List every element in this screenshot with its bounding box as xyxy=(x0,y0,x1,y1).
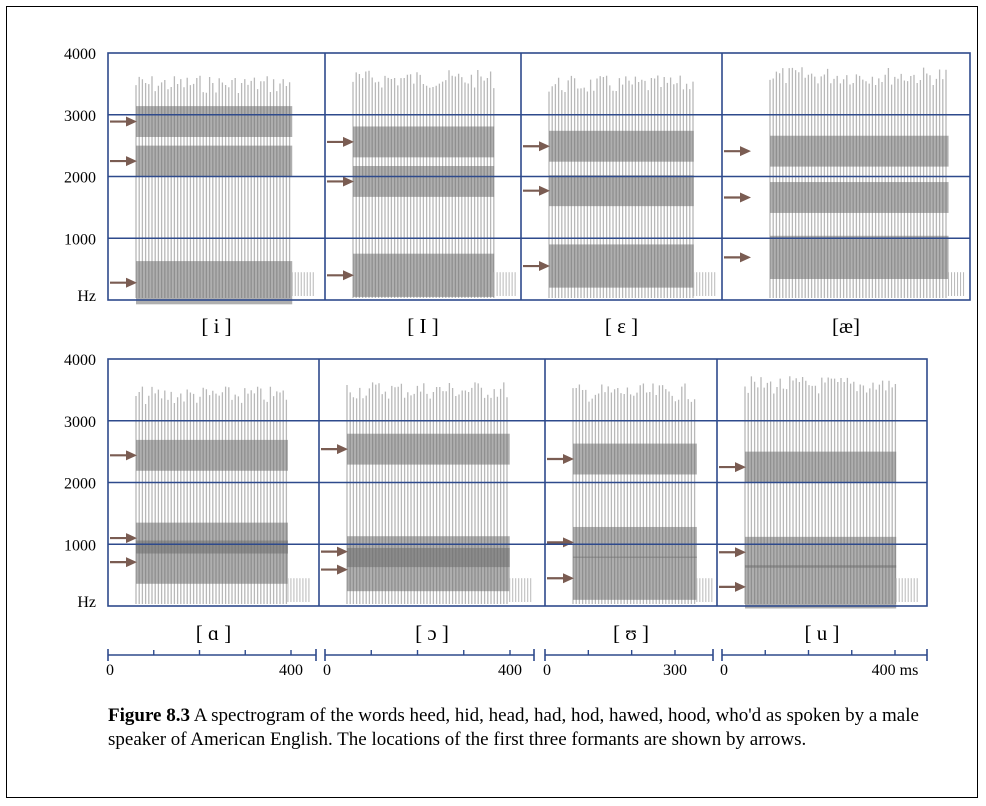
vowel-label-hood: [ ʊ ] xyxy=(613,621,649,645)
formant-arrow-f1 xyxy=(563,573,574,584)
time-tick-label: 0 xyxy=(106,662,114,679)
panel-hawed xyxy=(321,382,532,604)
vowel-label-hod: [ ɑ ] xyxy=(196,621,231,645)
time-tick-label: 400 xyxy=(498,662,522,679)
formant-band xyxy=(770,135,949,167)
formant-arrow-f2 xyxy=(126,533,137,544)
y-tick-label: 1000 xyxy=(64,231,96,248)
formant-arrow-f1 xyxy=(539,261,550,272)
y-tick-label: 1000 xyxy=(64,537,96,554)
time-axis-3 xyxy=(544,649,714,661)
plot-border xyxy=(107,358,928,607)
figure-caption-text: A spectrogram of the words heed, hid, he… xyxy=(108,705,919,750)
panel-head xyxy=(523,75,716,298)
time-tick-label: 400 xyxy=(279,662,303,679)
vowel-label-hawed: [ ɔ ] xyxy=(415,621,449,645)
y-tick-label: 3000 xyxy=(64,414,96,431)
vowel-label-head: [ ε ] xyxy=(605,314,638,338)
formant-band xyxy=(573,526,697,558)
formant-arrow-f1 xyxy=(337,564,348,575)
formant-arrow-f3 xyxy=(337,444,348,455)
formant-arrow-f3 xyxy=(563,454,574,465)
time-tick-label: 300 xyxy=(663,662,687,679)
formant-arrow-f2 xyxy=(539,185,550,196)
formant-arrow-f3 xyxy=(539,141,550,152)
formant-band xyxy=(136,106,293,137)
time-axis-1 xyxy=(107,649,317,661)
formant-band xyxy=(549,175,694,207)
figure-caption: Figure 8.3 A spectrogram of the words he… xyxy=(108,704,968,752)
formant-band xyxy=(136,439,288,471)
formant-band xyxy=(770,235,949,280)
formant-arrow-f1 xyxy=(126,277,137,288)
formant-band xyxy=(353,166,495,197)
formant-band xyxy=(136,261,293,305)
formant-band xyxy=(745,536,897,568)
formant-band xyxy=(549,130,694,162)
panel-who'd xyxy=(719,376,918,609)
formant-arrow-f2 xyxy=(337,546,348,557)
formant-arrow-f3 xyxy=(740,146,751,157)
figure-label: Figure 8.3 xyxy=(108,705,190,726)
y-tick-label: 2000 xyxy=(64,476,96,493)
vowel-label-heed: [ i ] xyxy=(201,314,231,338)
formant-band xyxy=(573,556,697,600)
y-tick-label: 4000 xyxy=(64,46,96,63)
time-tick-label: 0 xyxy=(323,662,331,679)
formant-band xyxy=(770,182,949,213)
formant-arrow-f1 xyxy=(343,270,354,281)
formant-arrow-f2 xyxy=(126,156,137,167)
formant-band xyxy=(136,145,293,177)
formant-arrow-f2 xyxy=(740,192,751,203)
formant-arrow-f3 xyxy=(343,136,354,147)
time-tick-label: 400 ms xyxy=(872,662,919,679)
panel-hid xyxy=(327,69,516,298)
y-tick-label: 4000 xyxy=(64,352,96,369)
time-tick-label: 0 xyxy=(720,662,728,679)
formant-arrow-f2 xyxy=(343,176,354,187)
formant-arrow-f2 xyxy=(735,547,746,558)
panel-had xyxy=(724,67,965,298)
formant-arrow-f3 xyxy=(735,462,746,473)
y-unit-label: Hz xyxy=(77,288,96,305)
formant-arrow-f3 xyxy=(126,450,137,461)
formant-band xyxy=(745,565,897,609)
y-tick-label: 2000 xyxy=(64,170,96,187)
formant-band xyxy=(353,253,495,297)
formant-band xyxy=(573,443,697,475)
time-tick-label: 0 xyxy=(543,662,551,679)
formant-band xyxy=(347,433,510,465)
y-unit-label: Hz xyxy=(77,594,96,611)
spectrogram-row-1 xyxy=(107,52,971,305)
formant-band xyxy=(136,522,288,554)
time-axis-4 xyxy=(721,649,928,661)
panel-hood xyxy=(547,383,713,604)
vowel-label-had: [æ] xyxy=(832,314,860,338)
spectrogram-row-2 xyxy=(107,358,928,609)
time-axis-2 xyxy=(324,649,535,661)
formant-band xyxy=(347,536,510,568)
formant-band xyxy=(353,126,495,158)
formant-arrow-f1 xyxy=(735,581,746,592)
formant-arrow-f1 xyxy=(740,252,751,263)
formant-arrow-f3 xyxy=(126,116,137,127)
formant-arrow-f1 xyxy=(126,557,137,568)
vowel-label-hid: [ I ] xyxy=(407,314,438,338)
panel-heed xyxy=(110,75,314,305)
plot-border xyxy=(107,52,971,301)
formant-band xyxy=(745,451,897,483)
y-tick-label: 3000 xyxy=(64,108,96,125)
formant-band xyxy=(549,244,694,288)
panel-hod xyxy=(110,386,310,604)
vowel-label-who'd: [ u ] xyxy=(805,621,840,645)
